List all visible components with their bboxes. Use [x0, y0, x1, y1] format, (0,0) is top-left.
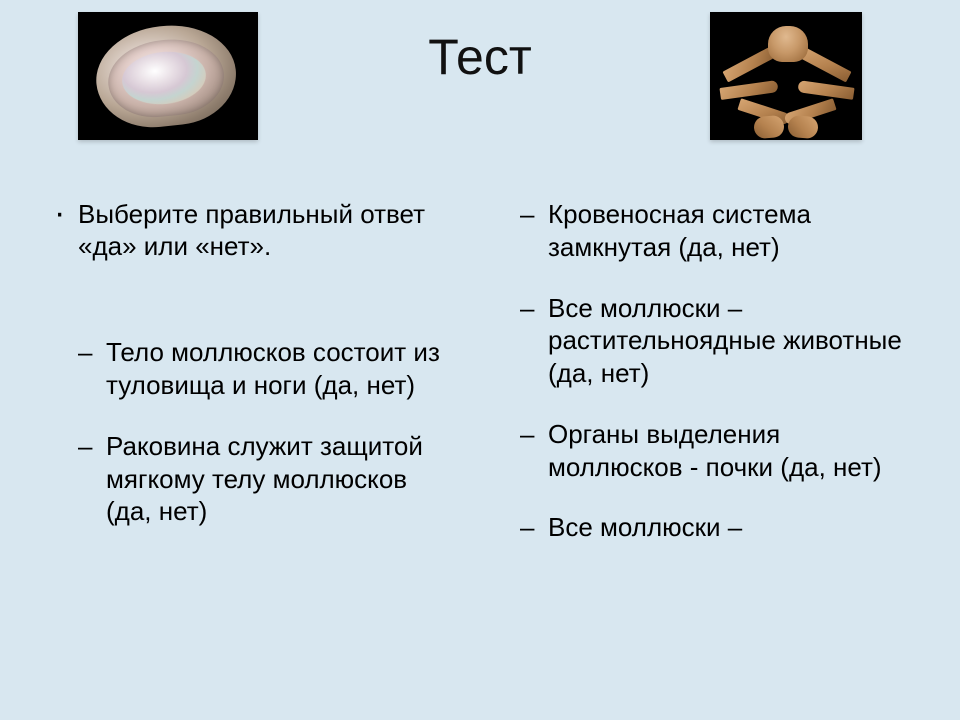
right-column: Кровеносная система замкнутая (да, нет) …	[480, 178, 960, 720]
list-item: Все моллюски – растительноядные животные…	[520, 292, 904, 390]
tentacle-icon	[787, 115, 819, 140]
list-item: Все моллюски –	[520, 511, 904, 544]
left-answers: Тело моллюсков состоит из туловища и ног…	[78, 336, 452, 528]
list-item: Органы выделения моллюсков - почки (да, …	[520, 418, 904, 484]
list-item: Кровеносная система замкнутая (да, нет)	[520, 198, 904, 264]
bottom-crop	[0, 710, 960, 720]
shell-image	[78, 12, 258, 140]
octopus-image	[710, 12, 862, 140]
octopus-head-icon	[768, 26, 808, 62]
content-columns: Выберите правильный ответ «да» или «нет»…	[0, 178, 960, 720]
list-item: Раковина служит защитой мягкому телу мол…	[78, 430, 452, 528]
tentacle-icon	[719, 80, 778, 100]
left-column: Выберите правильный ответ «да» или «нет»…	[0, 178, 480, 720]
question-stem-list: Выберите правильный ответ «да» или «нет»…	[54, 198, 452, 262]
right-answers: Кровеносная система замкнутая (да, нет) …	[520, 198, 904, 544]
tentacle-icon	[797, 80, 854, 100]
question-stem: Выберите правильный ответ «да» или «нет»…	[54, 198, 452, 262]
page-title: Тест	[428, 28, 531, 86]
tentacle-icon	[753, 115, 785, 140]
list-item: Тело моллюсков состоит из туловища и ног…	[78, 336, 452, 402]
